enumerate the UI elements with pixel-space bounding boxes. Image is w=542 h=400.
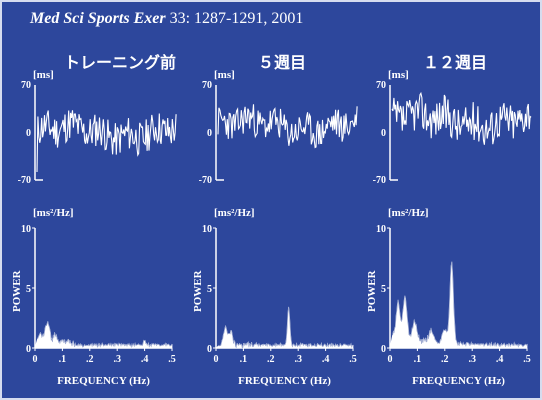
psd-xtick-1-1: .1 bbox=[240, 354, 248, 365]
psd-spectrum-edge-1 bbox=[218, 306, 354, 349]
rr-tick-bot-0: -70 bbox=[18, 175, 31, 186]
psd-xlabel-0: FREQUENCY (Hz) bbox=[57, 375, 150, 387]
psd-ytick-1-1: 5 bbox=[207, 284, 212, 295]
rr-tick-mid-1: 0 bbox=[207, 128, 212, 139]
psd-ytick-0-1: 5 bbox=[26, 284, 31, 295]
psd-xtick-1-4: .4 bbox=[322, 354, 330, 365]
rr-series-0 bbox=[36, 110, 177, 173]
rr-series-2 bbox=[391, 91, 532, 145]
panel-title-1: ５週目 bbox=[258, 53, 306, 72]
psd-xtick-2-4: .4 bbox=[496, 354, 504, 365]
rr-tick-bot-2: -70 bbox=[373, 175, 386, 186]
psd-ytick-1-2: 0 bbox=[207, 344, 212, 355]
psd-xtick-1-2: .2 bbox=[267, 354, 275, 365]
panel-title-0: トレーニング前 bbox=[64, 53, 176, 72]
panel-title-2: １２週目 bbox=[423, 53, 487, 72]
psd-xtick-2-0: 0 bbox=[388, 354, 393, 365]
rr-unit-label-0: [ms] bbox=[33, 69, 54, 81]
psd-xtick-0-3: .3 bbox=[113, 354, 121, 365]
rr-unit-label-2: [ms] bbox=[388, 69, 409, 81]
psd-ytick-2-0: 10 bbox=[376, 224, 386, 235]
rr-tick-top-1: 70 bbox=[202, 80, 212, 91]
rr-series-1 bbox=[217, 104, 358, 149]
psd-spectrum-edge-2 bbox=[392, 261, 528, 348]
psd-ylabel-1: POWER bbox=[192, 269, 204, 312]
psd-xtick-0-5: .5 bbox=[168, 354, 176, 365]
psd-xlabel-1: FREQUENCY (Hz) bbox=[238, 375, 331, 387]
rr-tick-mid-2: 0 bbox=[381, 128, 386, 139]
psd-ytick-2-1: 5 bbox=[381, 284, 386, 295]
psd-xtick-2-1: .1 bbox=[414, 354, 422, 365]
psd-xtick-1-0: 0 bbox=[214, 354, 219, 365]
rr-tick-top-0: 70 bbox=[21, 80, 31, 91]
psd-xtick-1-5: .5 bbox=[349, 354, 357, 365]
rr-unit-label-1: [ms] bbox=[214, 69, 235, 81]
psd-ytick-0-2: 0 bbox=[26, 344, 31, 355]
psd-xtick-2-3: .3 bbox=[468, 354, 476, 365]
psd-xlabel-2: FREQUENCY (Hz) bbox=[412, 375, 505, 387]
psd-xtick-2-2: .2 bbox=[441, 354, 449, 365]
psd-spectrum-edge-0 bbox=[37, 321, 173, 349]
psd-xtick-0-1: .1 bbox=[59, 354, 67, 365]
psd-spectrum-1 bbox=[214, 306, 354, 349]
psd-ytick-2-2: 0 bbox=[381, 344, 386, 355]
psd-ylabel-2: POWER bbox=[366, 269, 378, 312]
rr-tick-top-2: 70 bbox=[376, 80, 386, 91]
rr-tick-bot-1: -70 bbox=[199, 175, 212, 186]
psd-xtick-1-3: .3 bbox=[294, 354, 302, 365]
journal-name: Med Sci Sports Exer bbox=[30, 10, 166, 27]
psd-xtick-2-5: .5 bbox=[523, 354, 531, 365]
psd-unit-label-2: [ms²/Hz] bbox=[388, 207, 429, 219]
citation: Med Sci Sports Exer 33: 1287-1291, 2001 bbox=[30, 10, 303, 28]
psd-xtick-0-2: .2 bbox=[86, 354, 94, 365]
psd-unit-label-1: [ms²/Hz] bbox=[214, 207, 255, 219]
psd-xtick-0-0: 0 bbox=[33, 354, 38, 365]
psd-ytick-0-0: 10 bbox=[21, 224, 31, 235]
psd-spectrum-0 bbox=[34, 321, 173, 349]
rr-tick-mid-0: 0 bbox=[26, 128, 31, 139]
psd-xtick-0-4: .4 bbox=[141, 354, 149, 365]
psd-ylabel-0: POWER bbox=[11, 269, 23, 312]
psd-ytick-1-0: 10 bbox=[202, 224, 212, 235]
citation-details: 33: 1287-1291, 2001 bbox=[165, 10, 304, 27]
psd-unit-label-0: [ms²/Hz] bbox=[33, 207, 74, 219]
